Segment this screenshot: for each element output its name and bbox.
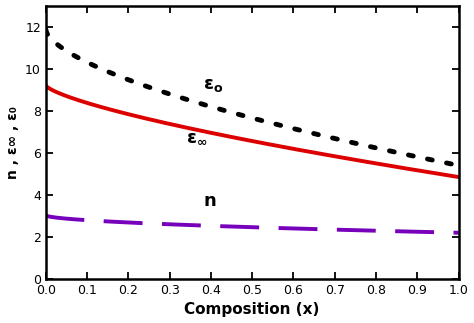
Text: $\mathbf{n}$: $\mathbf{n}$	[203, 192, 216, 210]
Text: $\mathbf{\varepsilon_o}$: $\mathbf{\varepsilon_o}$	[203, 76, 223, 94]
Text: $\mathbf{\varepsilon_\infty}$: $\mathbf{\varepsilon_\infty}$	[186, 129, 208, 147]
Y-axis label: n , ε∞ , ε₀: n , ε∞ , ε₀	[6, 106, 19, 179]
X-axis label: Composition (x): Composition (x)	[184, 302, 320, 318]
